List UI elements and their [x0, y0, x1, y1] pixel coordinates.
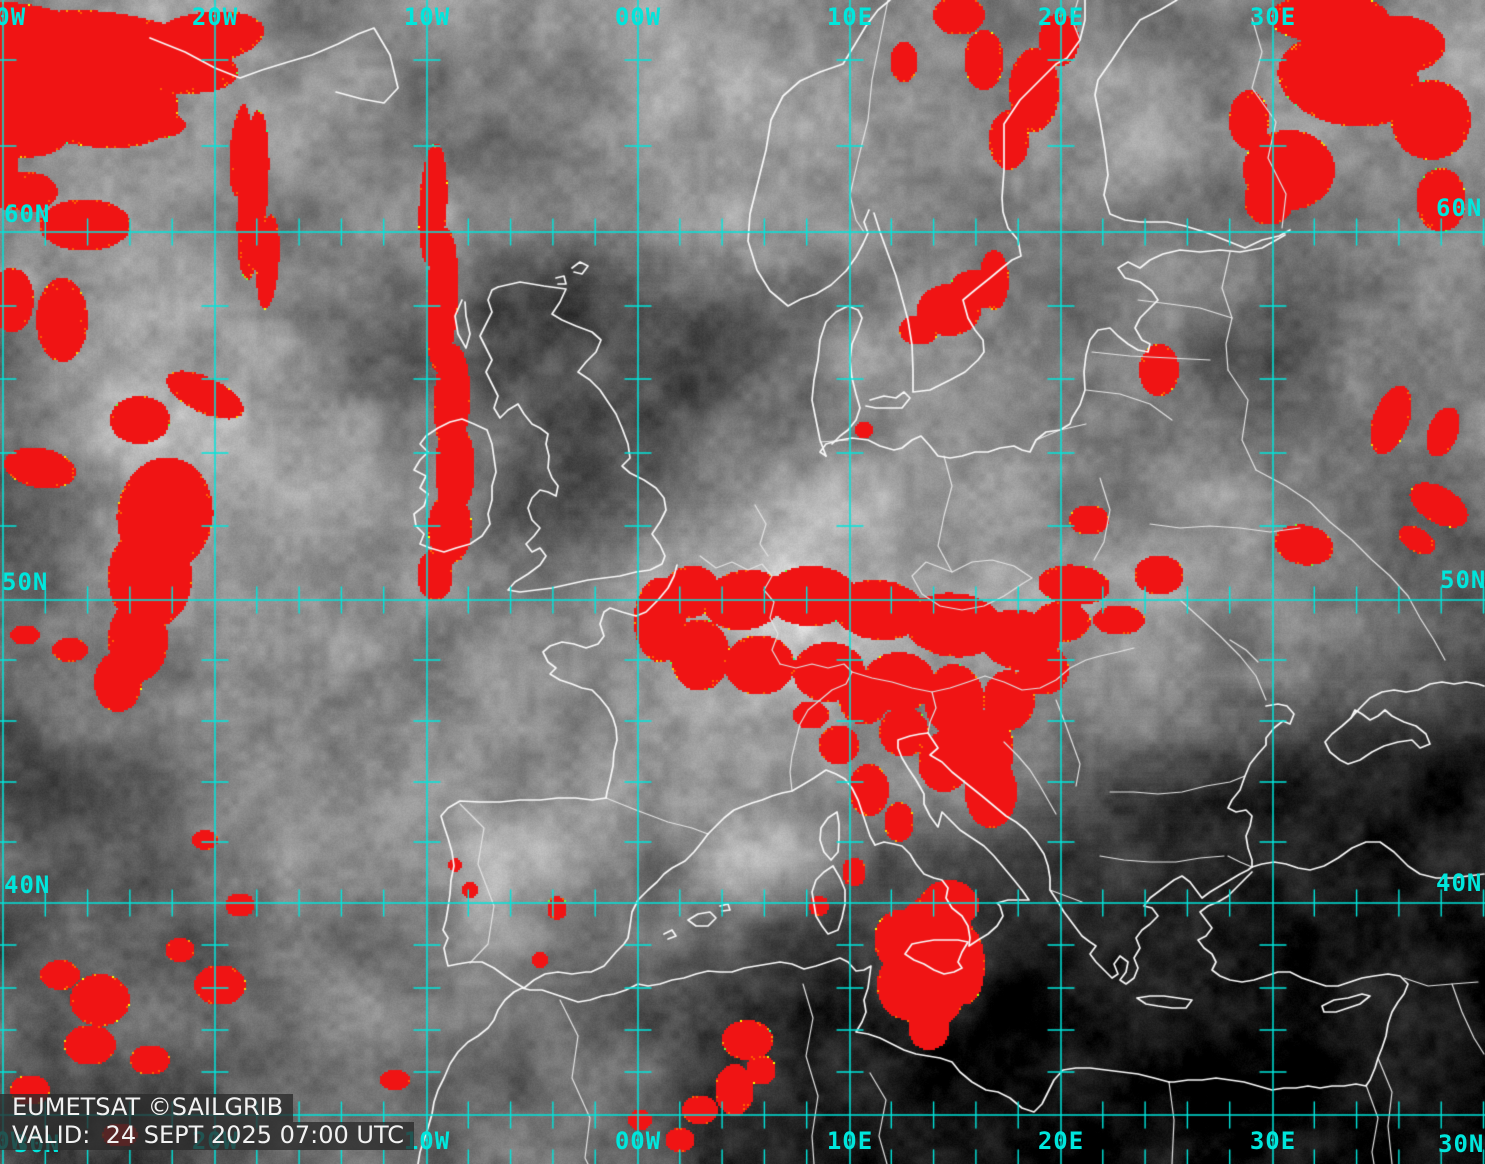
credit-source: EUMETSAT ©SAILGRIB — [0, 1094, 294, 1122]
credit-valid-time: VALID: 24 SEPT 2025 07:00 UTC — [0, 1122, 414, 1150]
credit-overlay: EUMETSAT ©SAILGRIB VALID: 24 SEPT 2025 0… — [0, 1094, 414, 1150]
